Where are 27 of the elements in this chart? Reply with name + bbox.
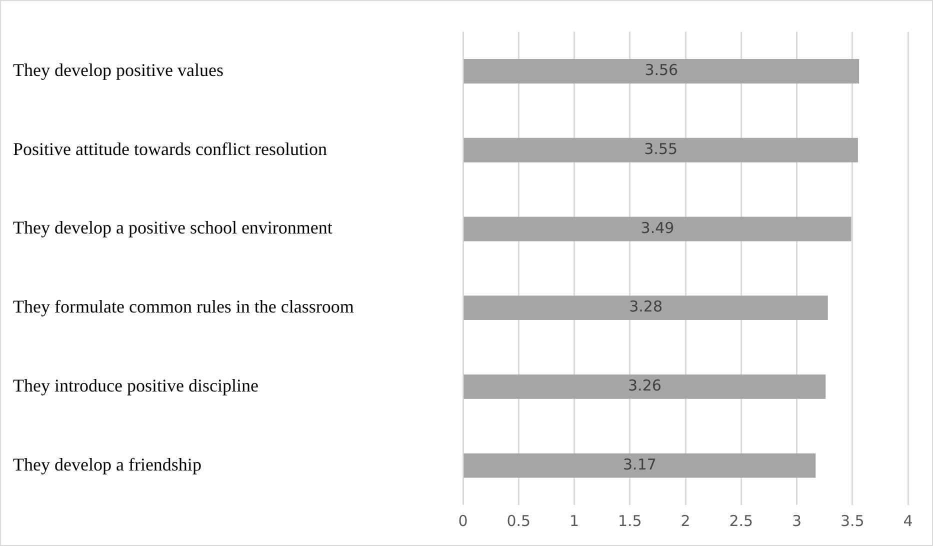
bar bbox=[464, 59, 860, 84]
x-tick-label: 0 bbox=[458, 512, 468, 530]
y-tick-label: They develop a positive school environment bbox=[13, 218, 332, 238]
y-tick-label: They develop positive values bbox=[13, 60, 224, 80]
x-tick-label: 2.5 bbox=[729, 512, 754, 530]
y-tick-label: They formulate common rules in the classroom bbox=[13, 296, 354, 317]
data-label: 3.26 bbox=[628, 376, 662, 395]
x-tick-label: 1.5 bbox=[618, 512, 642, 530]
bar bbox=[464, 296, 828, 320]
bar bbox=[464, 374, 826, 399]
x-tick-label: 3 bbox=[792, 512, 802, 530]
y-tick-label: They develop a friendship bbox=[13, 454, 202, 474]
bar bbox=[464, 216, 852, 242]
bar bbox=[464, 453, 816, 478]
y-tick-label: They introduce positive discipline bbox=[13, 375, 258, 396]
x-tick-label: 4 bbox=[903, 512, 913, 530]
y-tick-label: Positive attitude towards conflict resolution bbox=[13, 138, 327, 159]
data-label: 3.56 bbox=[644, 61, 678, 80]
data-label: 3.17 bbox=[623, 455, 656, 474]
bar bbox=[464, 138, 858, 162]
x-tick-label: 3.5 bbox=[840, 512, 864, 530]
data-label: 3.49 bbox=[640, 218, 674, 237]
x-tick-label: 1 bbox=[569, 512, 580, 530]
data-label: 3.55 bbox=[644, 140, 678, 158]
x-tick-label: 2 bbox=[680, 512, 690, 530]
x-tick-label: 0.5 bbox=[506, 512, 531, 530]
data-label: 3.28 bbox=[629, 298, 663, 316]
